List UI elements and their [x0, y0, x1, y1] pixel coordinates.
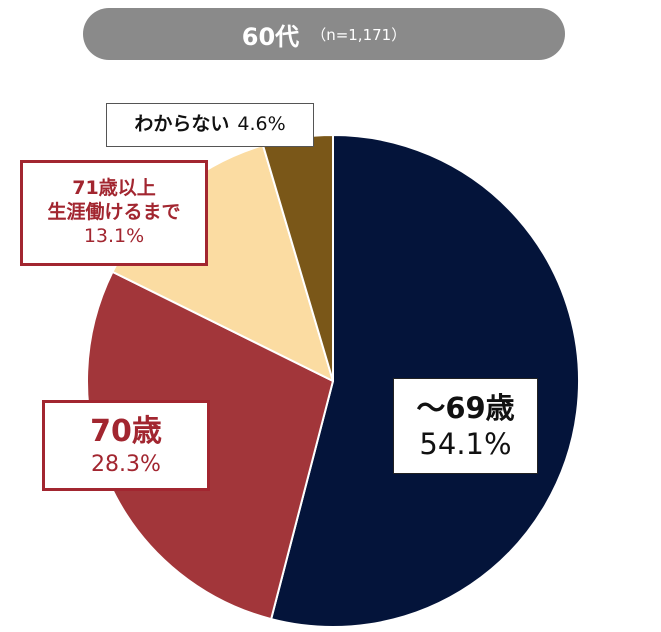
- label-upto-69: ～69歳 54.1%: [393, 378, 538, 474]
- label-unknown-percent: 4.6%: [237, 113, 286, 136]
- label-71-plus-line2: 生涯働けるまで: [47, 201, 181, 224]
- label-71-plus-line1: 71歳以上: [72, 177, 156, 200]
- label-70-name: 70歳: [90, 414, 162, 449]
- label-70-percent: 28.3%: [91, 451, 161, 477]
- label-unknown: わからない 4.6%: [106, 103, 314, 147]
- label-71-plus: 71歳以上 生涯働けるまで 13.1%: [20, 160, 208, 266]
- chart-title-pill: 60代 （n=1,171）: [83, 8, 565, 60]
- label-unknown-name: わからない: [134, 113, 230, 136]
- label-70: 70歳 28.3%: [42, 400, 210, 491]
- sample-size-label: （n=1,171）: [311, 25, 407, 44]
- chart-title: 60代: [241, 22, 300, 51]
- label-upto-69-name: ～69歳: [416, 390, 515, 425]
- label-71-plus-percent: 13.1%: [83, 224, 145, 247]
- label-upto-69-percent: 54.1%: [419, 427, 512, 461]
